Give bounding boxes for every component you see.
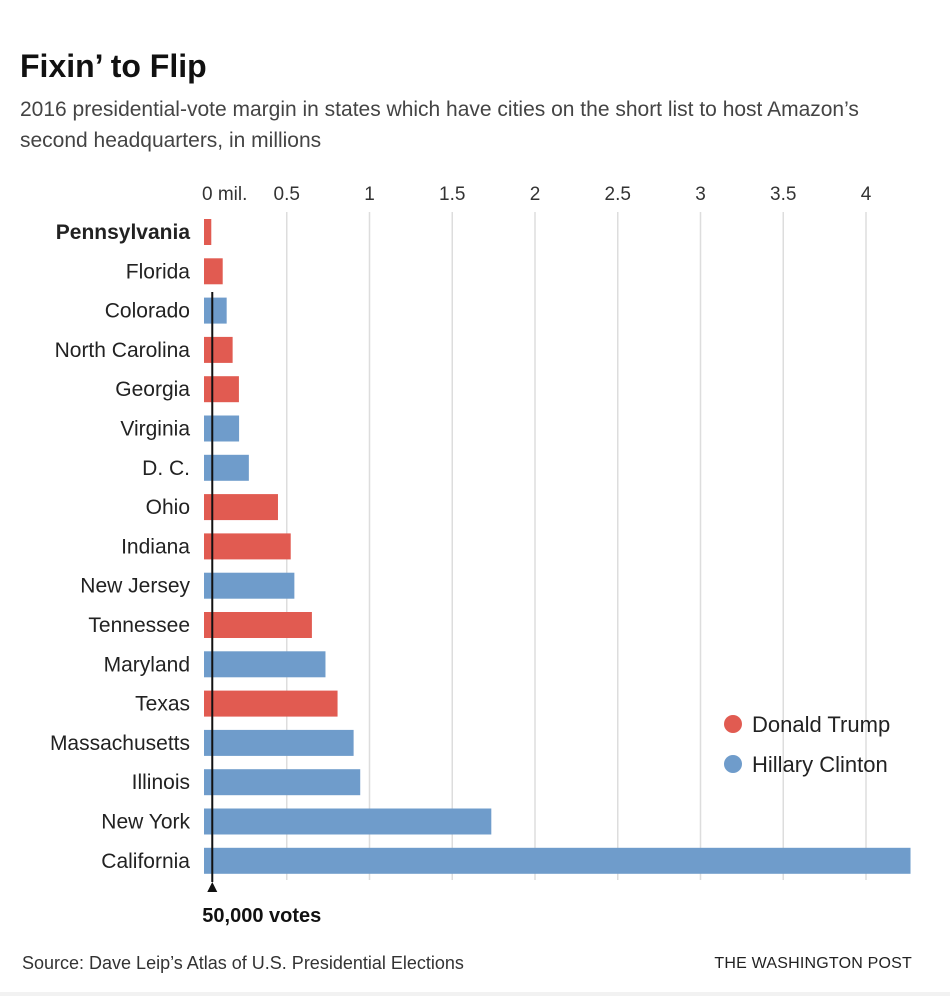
category-label: California	[101, 850, 190, 873]
x-axis-tick-labels: 0 mil. 0.5 1 1.5 2 2.5 3 3.5 4	[202, 184, 872, 205]
category-label: Maryland	[104, 653, 190, 676]
category-label: Tennessee	[88, 614, 190, 637]
bar-colorado	[204, 297, 227, 324]
bar-florida	[204, 258, 223, 285]
bars	[204, 219, 911, 874]
x-tick-label: 3	[695, 184, 706, 205]
category-label: Ohio	[146, 496, 190, 519]
category-label: North Carolina	[55, 339, 191, 362]
category-label: New Jersey	[80, 575, 190, 598]
x-tick-label: 2.5	[605, 184, 631, 205]
category-label: Virginia	[120, 418, 190, 441]
bar-virginia	[204, 415, 240, 442]
chart-title: Fixin’ to Flip	[20, 48, 207, 84]
bar-ohio	[204, 494, 278, 521]
bar-d-c	[204, 454, 249, 481]
x-tick-label: 1.5	[439, 184, 465, 205]
category-labels: Pennsylvania Florida Colorado North Carolin…	[50, 221, 191, 873]
bar-tennessee	[204, 612, 312, 638]
category-label: Florida	[126, 260, 191, 283]
threshold-label: 50,000 votes	[202, 905, 321, 927]
category-label: D. C.	[142, 457, 190, 480]
bar-california	[204, 847, 911, 874]
bar-indiana	[204, 533, 291, 560]
source-note: Source: Dave Leip’s Atlas of U.S. Presid…	[22, 953, 464, 973]
bar-chart: 0 mil. 0.5 1 1.5 2 2.5 3 3.5 4 Pennsylvania Flori…	[50, 184, 911, 927]
category-label: Indiana	[121, 535, 190, 558]
legend: Donald Trump Hillary Clinton	[724, 712, 890, 777]
legend-label: Hillary Clinton	[752, 752, 888, 777]
category-label: Illinois	[132, 771, 190, 794]
threshold-arrow	[207, 882, 218, 892]
bar-pennsylvania	[204, 219, 212, 245]
bar-georgia	[204, 376, 239, 403]
gridlines	[286, 212, 867, 880]
legend-swatch-clinton	[724, 755, 742, 773]
category-label: Texas	[135, 693, 190, 716]
bar-new-jersey	[204, 572, 295, 599]
x-tick-label: 0.5	[274, 184, 300, 205]
category-label: New York	[101, 811, 190, 834]
legend-label: Donald Trump	[752, 712, 890, 737]
bar-north-carolina	[204, 336, 233, 363]
x-tick-label: 0 mil.	[202, 184, 247, 205]
x-tick-label: 3.5	[770, 184, 796, 205]
bar-texas	[204, 690, 338, 717]
bar-new-york	[204, 808, 492, 835]
x-tick-label: 1	[364, 184, 375, 205]
x-tick-label: 4	[861, 184, 872, 205]
x-tick-label: 2	[530, 184, 541, 205]
category-label: Colorado	[105, 300, 190, 323]
footer-band	[0, 992, 950, 996]
bar-maryland	[204, 651, 326, 678]
bar-massachusetts	[204, 729, 354, 756]
threshold-marker: 50,000 votes	[202, 292, 321, 927]
legend-swatch-trump	[724, 715, 742, 733]
category-label: Pennsylvania	[56, 221, 191, 244]
bar-illinois	[204, 769, 361, 796]
category-label: Massachusetts	[50, 732, 190, 755]
category-label: Georgia	[115, 378, 190, 401]
chart-subtitle: 2016 presidential-vote margin in states …	[20, 98, 859, 152]
publisher-credit: THE WASHINGTON POST	[714, 955, 912, 972]
